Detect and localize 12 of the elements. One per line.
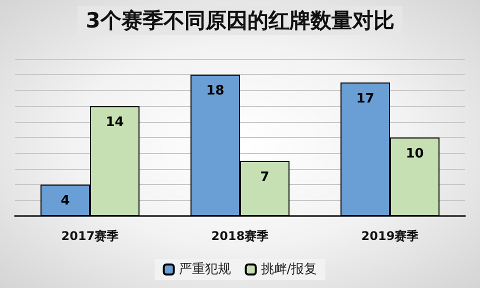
- chart-title: 3个赛季不同原因的红牌数量对比: [86, 8, 394, 32]
- data-label: 17: [356, 92, 374, 107]
- x-tick-label: 2017赛季: [61, 229, 120, 243]
- legend-label: 挑衅/报复: [260, 262, 318, 277]
- x-tick-label: 2018赛季: [211, 229, 270, 243]
- x-tick-label: 2019赛季: [361, 229, 420, 243]
- data-label: 10: [406, 146, 424, 162]
- data-label: 14: [106, 115, 124, 130]
- data-label: 18: [206, 84, 224, 99]
- data-label: 4: [60, 194, 70, 209]
- data-label: 7: [260, 170, 270, 186]
- legend-label: 严重犯规: [178, 262, 231, 277]
